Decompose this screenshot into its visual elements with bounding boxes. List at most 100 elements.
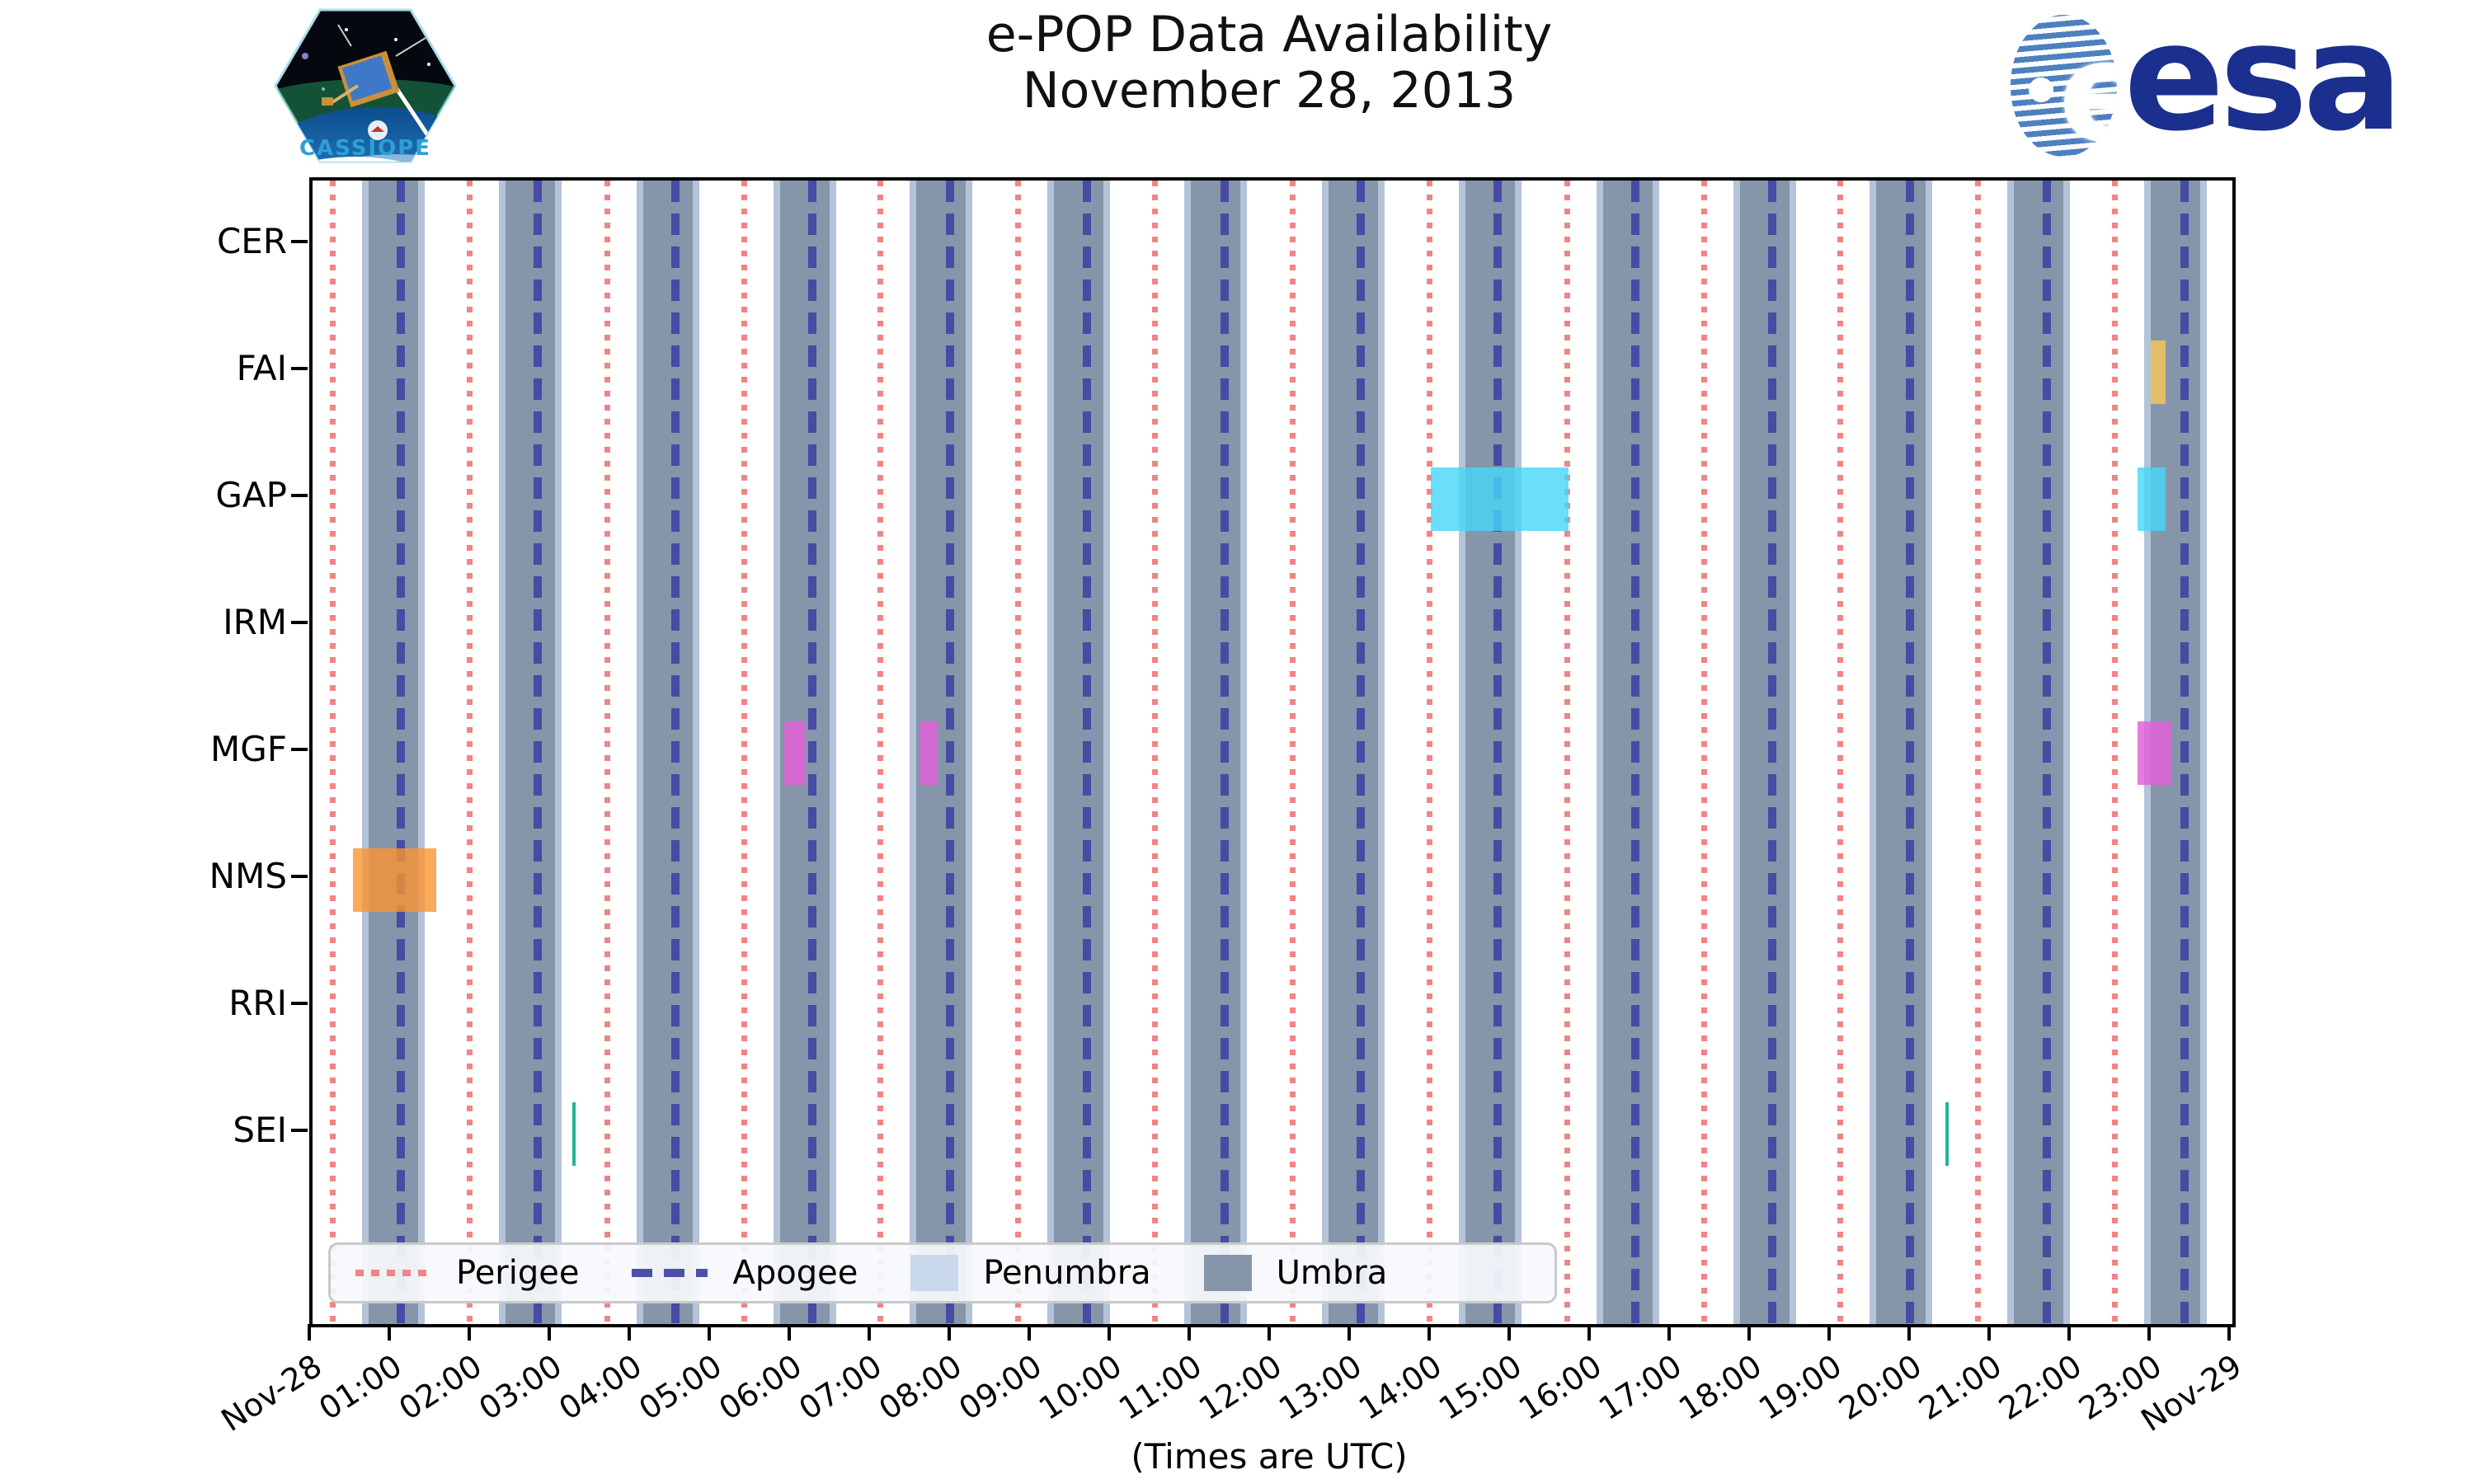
- penumbra-band: [910, 181, 917, 1324]
- legend-label: Apogee: [732, 1254, 858, 1292]
- umbra-band: [1740, 181, 1790, 1324]
- apogee-line: [534, 181, 543, 1324]
- legend-item: Umbra: [1203, 1254, 1387, 1292]
- x-label: 06:00: [713, 1347, 808, 1427]
- x-tick: [628, 1324, 631, 1341]
- chart-title-line1: e-POP Data Availability: [985, 6, 1553, 63]
- umbra-band: [642, 181, 693, 1324]
- star: [302, 53, 308, 59]
- x-axis-caption: (Times are UTC): [1131, 1436, 1408, 1477]
- apogee-line: [1356, 181, 1365, 1324]
- penumbra-band: [2062, 181, 2070, 1324]
- availability-bar-sei: [572, 1101, 576, 1166]
- x-label: 18:00: [1672, 1347, 1768, 1427]
- x-tick: [1827, 1324, 1831, 1341]
- availability-bar-mgf: [784, 721, 805, 785]
- legend-swatch-umbra: [1203, 1255, 1252, 1291]
- availability-bar-gap: [1431, 467, 1569, 531]
- apogee-line: [670, 181, 680, 1324]
- x-label: 16:00: [1512, 1347, 1608, 1427]
- y-label: SEI: [233, 1110, 287, 1150]
- perigee-line: [1701, 181, 1708, 1324]
- x-label: 08:00: [872, 1347, 968, 1427]
- umbra-band: [368, 181, 418, 1324]
- x-label: Nov-28: [214, 1347, 328, 1439]
- penumbra-band: [1459, 181, 1466, 1324]
- legend-swatch-perigee: [355, 1270, 431, 1276]
- x-tick: [1268, 1324, 1271, 1341]
- x-label: 22:00: [1992, 1347, 2088, 1427]
- x-tick: [1427, 1324, 1431, 1341]
- penumbra-band: [1733, 181, 1741, 1324]
- apogee-line: [1768, 181, 1777, 1324]
- perigee-line: [329, 181, 336, 1324]
- apogee-line: [1905, 181, 1914, 1324]
- perigee-line: [741, 181, 748, 1324]
- x-label: 17:00: [1592, 1347, 1688, 1427]
- x-label: 05:00: [633, 1347, 728, 1427]
- y-label: NMS: [209, 856, 287, 896]
- legend-swatch-penumbra: [910, 1255, 959, 1291]
- umbra-band: [1465, 181, 1516, 1324]
- umbra-band: [2013, 181, 2063, 1324]
- perigee-line: [1427, 181, 1433, 1324]
- x-tick: [708, 1324, 711, 1341]
- x-label: 01:00: [313, 1347, 408, 1427]
- x-tick: [1108, 1324, 1111, 1341]
- x-tick: [1907, 1324, 1911, 1341]
- x-tick: [1987, 1324, 1991, 1341]
- y-tick: [291, 494, 308, 497]
- x-tick: [2147, 1324, 2151, 1341]
- legend-label: Perigee: [456, 1254, 580, 1292]
- availability-bar-sei: [1945, 1101, 1950, 1166]
- legend-item: Penumbra: [910, 1254, 1151, 1292]
- penumbra-band: [361, 181, 369, 1324]
- penumbra-band: [499, 181, 506, 1324]
- y-label: FAI: [236, 348, 287, 388]
- cassiope-label: CASSIOPE: [299, 136, 431, 161]
- esa-e-glyph: e: [2058, 15, 2118, 157]
- apogee-line: [945, 181, 954, 1324]
- penumbra-band: [2200, 181, 2208, 1324]
- x-tick: [548, 1324, 551, 1341]
- penumbra-band: [1596, 181, 1603, 1324]
- legend-item: Perigee: [355, 1254, 579, 1292]
- apogee-line: [396, 181, 405, 1324]
- legend-item: Apogee: [632, 1254, 858, 1292]
- perigee-line: [1837, 181, 1844, 1324]
- penumbra-band: [830, 181, 837, 1324]
- penumbra-band: [1321, 181, 1329, 1324]
- penumbra-band: [1652, 181, 1659, 1324]
- apogee-line: [2180, 181, 2189, 1324]
- apogee-line: [1083, 181, 1092, 1324]
- y-label: CER: [216, 221, 287, 261]
- esa-logo: e esa: [2011, 0, 2403, 164]
- x-tick: [1188, 1324, 1191, 1341]
- availability-bar-gap: [2138, 467, 2166, 531]
- x-tick: [948, 1324, 951, 1341]
- x-tick: [1028, 1324, 1031, 1341]
- y-tick: [291, 367, 308, 370]
- x-label: 13:00: [1272, 1347, 1368, 1427]
- penumbra-band: [1377, 181, 1385, 1324]
- esa-wordmark: esa: [2124, 0, 2403, 164]
- apogee-line: [2043, 181, 2052, 1324]
- chart-title-line2: November 28, 2013: [1022, 62, 1517, 120]
- x-label: 15:00: [1432, 1347, 1528, 1427]
- esa-star-dot: [2029, 77, 2053, 102]
- x-tick: [1667, 1324, 1671, 1341]
- x-tick: [868, 1324, 871, 1341]
- umbra-band: [1328, 181, 1378, 1324]
- y-tick: [291, 875, 308, 878]
- perigee-line: [1564, 181, 1570, 1324]
- x-label: 19:00: [1752, 1347, 1848, 1427]
- penumbra-band: [555, 181, 562, 1324]
- penumbra-band: [636, 181, 643, 1324]
- x-label: 03:00: [473, 1347, 568, 1427]
- y-tick: [291, 748, 308, 751]
- penumbra-band: [774, 181, 781, 1324]
- penumbra-band: [417, 181, 425, 1324]
- penumbra-band: [1790, 181, 1797, 1324]
- apogee-line: [1630, 181, 1639, 1324]
